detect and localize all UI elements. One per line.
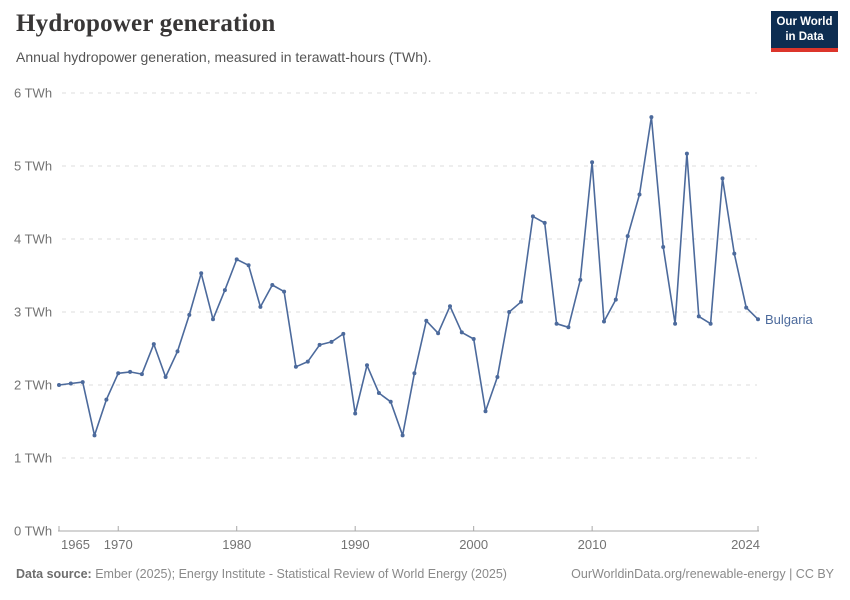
data-point[interactable]: [258, 304, 263, 309]
data-point[interactable]: [104, 397, 109, 402]
data-point[interactable]: [602, 319, 606, 324]
data-point[interactable]: [590, 160, 595, 165]
y-tick-label: 4 TWh: [14, 232, 52, 247]
y-tick-label: 5 TWh: [14, 159, 52, 174]
data-point[interactable]: [388, 399, 393, 404]
data-point[interactable]: [246, 263, 251, 268]
data-point[interactable]: [530, 214, 535, 219]
data-point[interactable]: [139, 372, 144, 377]
data-point[interactable]: [459, 330, 464, 335]
data-point[interactable]: [329, 339, 334, 344]
x-tick-label: 2010: [578, 537, 607, 552]
data-point[interactable]: [756, 317, 760, 322]
x-tick-label: 2024: [731, 537, 760, 552]
data-point[interactable]: [234, 257, 239, 262]
data-point[interactable]: [400, 433, 405, 438]
data-point[interactable]: [696, 314, 701, 319]
data-point[interactable]: [282, 289, 287, 294]
data-point[interactable]: [732, 251, 737, 256]
data-point[interactable]: [376, 391, 381, 395]
data-point[interactable]: [566, 325, 571, 330]
data-point[interactable]: [649, 115, 654, 120]
data-point[interactable]: [720, 176, 725, 181]
data-point[interactable]: [68, 381, 73, 386]
data-point[interactable]: [684, 151, 689, 156]
page-title: Hydropower generation: [16, 10, 276, 37]
x-tick-label: 2000: [459, 537, 488, 552]
chart-footer: Data source: Ember (2025); Energy Instit…: [16, 567, 834, 581]
owid-url-link[interactable]: OurWorldinData.org/renewable-energy | CC…: [571, 567, 834, 581]
data-point[interactable]: [270, 283, 275, 287]
data-point[interactable]: [365, 363, 369, 368]
data-point[interactable]: [317, 342, 322, 347]
data-point[interactable]: [293, 364, 298, 369]
data-point[interactable]: [187, 312, 192, 317]
data-point[interactable]: [542, 220, 547, 225]
x-tick-label: 1965: [61, 537, 90, 552]
y-tick-label: 2 TWh: [14, 378, 52, 393]
data-point[interactable]: [708, 321, 713, 326]
x-tick-label: 1980: [222, 537, 251, 552]
owid-logo-line2: in Data: [785, 30, 824, 43]
data-point[interactable]: [625, 234, 630, 239]
data-point[interactable]: [483, 409, 488, 414]
data-point[interactable]: [495, 375, 500, 379]
data-point[interactable]: [424, 318, 429, 323]
series-end-label: Bulgaria: [765, 312, 813, 327]
data-point[interactable]: [80, 380, 85, 385]
data-point[interactable]: [353, 411, 358, 416]
data-point[interactable]: [128, 369, 133, 374]
data-point[interactable]: [92, 433, 97, 438]
y-tick-label: 3 TWh: [14, 305, 52, 320]
data-point[interactable]: [613, 297, 618, 302]
data-point[interactable]: [211, 317, 215, 322]
x-tick-label: 1970: [104, 537, 133, 552]
data-point[interactable]: [151, 342, 156, 347]
data-point[interactable]: [507, 310, 512, 314]
chart-subtitle: Annual hydropower generation, measured i…: [16, 49, 432, 65]
data-source-text: Ember (2025); Energy Institute - Statist…: [95, 567, 507, 581]
data-point[interactable]: [519, 299, 524, 304]
y-tick-label: 0 TWh: [14, 524, 52, 539]
data-point[interactable]: [637, 192, 642, 197]
owid-logo[interactable]: Our World in Data: [771, 11, 838, 52]
data-point[interactable]: [57, 383, 61, 387]
data-point[interactable]: [199, 271, 204, 276]
data-point[interactable]: [448, 304, 452, 309]
data-point[interactable]: [341, 331, 346, 336]
series-line: [58, 116, 759, 437]
data-point[interactable]: [744, 305, 749, 310]
y-tick-label: 1 TWh: [14, 451, 52, 466]
data-source-label: Data source:: [16, 567, 92, 581]
data-point[interactable]: [673, 321, 678, 326]
data-point[interactable]: [578, 277, 583, 282]
data-point[interactable]: [554, 321, 559, 326]
x-tick-label: 1990: [341, 537, 370, 552]
data-point[interactable]: [175, 349, 180, 354]
data-point[interactable]: [661, 245, 666, 249]
data-point[interactable]: [116, 371, 121, 376]
data-point[interactable]: [222, 288, 227, 293]
data-point[interactable]: [163, 375, 168, 379]
data-point[interactable]: [412, 371, 417, 376]
y-tick-label: 6 TWh: [14, 86, 52, 101]
data-source-note: Data source: Ember (2025); Energy Instit…: [16, 567, 507, 581]
data-point[interactable]: [436, 331, 441, 336]
data-point[interactable]: [471, 337, 476, 341]
data-point[interactable]: [305, 359, 310, 364]
owid-logo-line1: Our World: [776, 16, 833, 29]
